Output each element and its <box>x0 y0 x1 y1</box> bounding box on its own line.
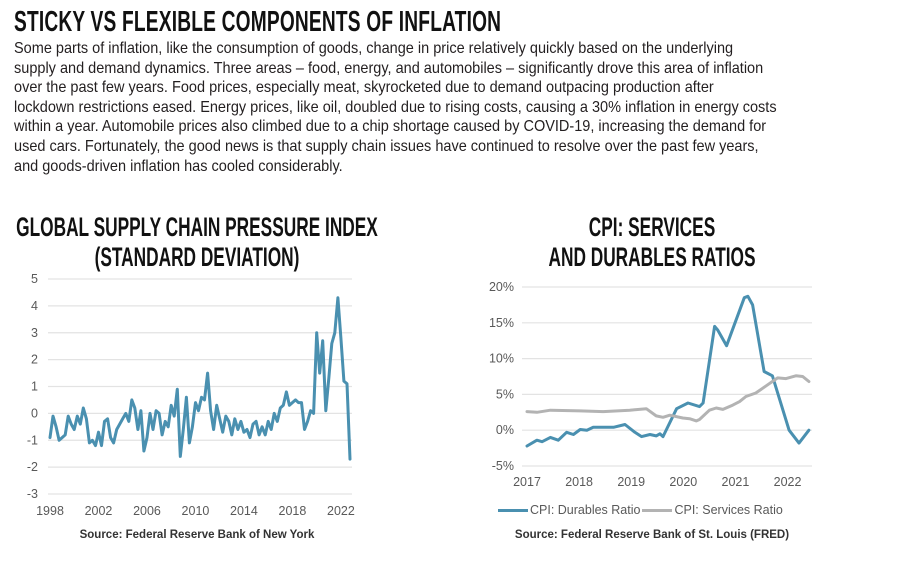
gscpi-x-tick-label: 2014 <box>230 504 258 518</box>
paragraph-line: within a year. Automobile prices also cl… <box>14 118 767 136</box>
cpi-y-tick-label: 10% <box>489 352 514 366</box>
cpi-x-tick-label: 2020 <box>669 475 697 489</box>
gscpi-x-tick-label: 2018 <box>279 504 307 518</box>
cpi-series-line-1 <box>525 374 811 423</box>
gscpi-y-tick-label: -2 <box>27 460 38 474</box>
cpi-chart-title-line2: AND DURABLES RATIOS <box>548 242 756 272</box>
cpi-x-tick-label: 2022 <box>774 475 802 489</box>
paragraph-line: lockdown restrictions eased. Energy pric… <box>14 98 777 116</box>
cpi-y-tick-label: 0% <box>496 423 514 437</box>
gscpi-x-tick-label: 2010 <box>182 504 210 518</box>
cpi-y-tick-label: 5% <box>496 387 514 401</box>
gscpi-x-tick-label: 1998 <box>36 504 64 518</box>
paragraph-line: Some parts of inflation, like the consum… <box>14 40 734 57</box>
gscpi-y-tick-label: -3 <box>27 487 38 501</box>
legend-label-services: CPI: Services Ratio <box>674 503 783 517</box>
cpi-x-tick-label: 2018 <box>565 475 593 489</box>
paragraph-line: supply and demand dynamics. Three areas … <box>14 59 764 77</box>
paragraph-line: over the past few years. Food prices, es… <box>14 79 714 97</box>
gscpi-y-tick-label: 4 <box>31 299 38 313</box>
cpi-y-tick-label: 15% <box>489 316 514 330</box>
gscpi-y-tick-label: -1 <box>27 433 38 447</box>
paragraph-line: and goods-driven inflation has cooled co… <box>14 157 343 175</box>
cpi-x-tick-label: 2021 <box>722 475 750 489</box>
cpi-chart-title-line1: CPI: SERVICES <box>588 212 716 242</box>
page-title: STICKY VS FLEXIBLE COMPONENTS OF INFLATI… <box>14 6 502 38</box>
cpi-source: Source: Federal Reserve Bank of St. Loui… <box>514 529 790 541</box>
paragraph-line: used cars. Fortunately, the good news is… <box>14 137 759 155</box>
cpi-legend: CPI: Durables Ratio CPI: Services Ratio <box>498 503 783 517</box>
gscpi-x-tick-label: 2006 <box>133 504 161 518</box>
gscpi-y-tick-label: 5 <box>31 272 38 286</box>
intro-paragraph: Some parts of inflation, like the consum… <box>14 39 834 176</box>
cpi-y-tick-label: 20% <box>489 280 514 294</box>
gscpi-series-line-0 <box>48 296 352 461</box>
gscpi-chart-title-line2: (STANDARD DEVIATION) <box>94 242 300 272</box>
cpi-y-tick-label: -5% <box>492 459 514 473</box>
gscpi-x-tick-label: 2002 <box>85 504 113 518</box>
gscpi-x-tick-label: 2022 <box>327 504 355 518</box>
gscpi-y-tick-label: 3 <box>31 326 38 340</box>
gscpi-chart-title-line1: GLOBAL SUPPLY CHAIN PRESSURE INDEX <box>16 212 378 242</box>
gscpi-y-tick-label: 0 <box>31 406 38 420</box>
legend-swatch-services <box>642 508 673 512</box>
gscpi-y-tick-label: 2 <box>31 353 38 367</box>
gscpi-y-tick-label: 1 <box>31 380 38 394</box>
cpi-series-line-0 <box>525 294 811 448</box>
legend-label-durables: CPI: Durables Ratio <box>530 503 641 517</box>
cpi-x-tick-label: 2017 <box>513 475 541 489</box>
cpi-x-tick-label: 2019 <box>617 475 645 489</box>
gscpi-source: Source: Federal Reserve Bank of New York <box>79 529 315 541</box>
legend-swatch-durables <box>498 508 528 512</box>
